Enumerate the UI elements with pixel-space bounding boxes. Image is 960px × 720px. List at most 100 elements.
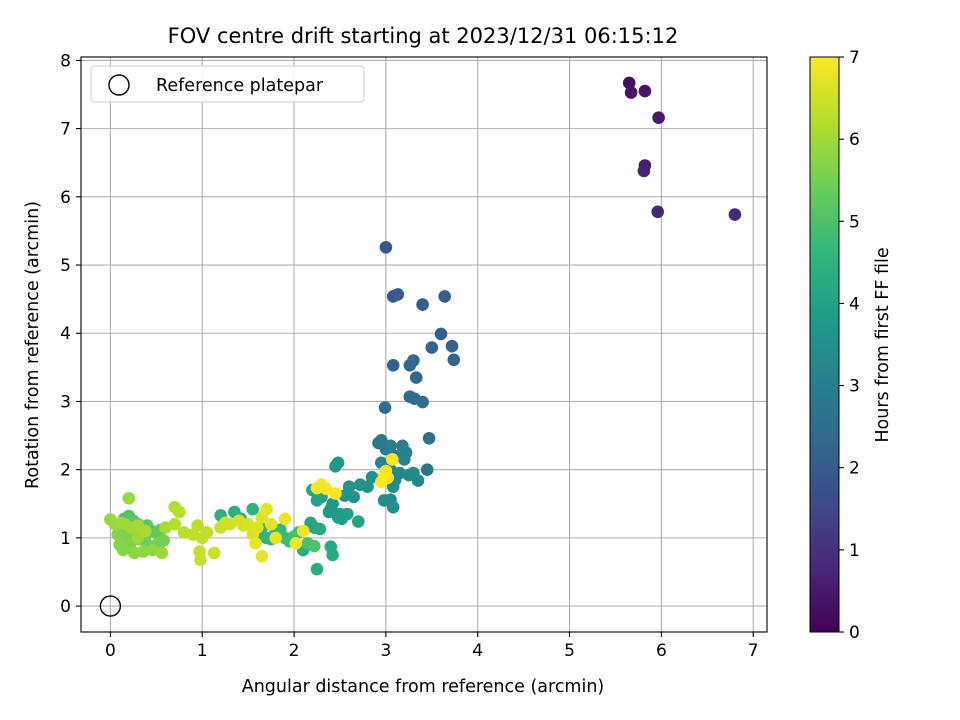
data-point [434, 327, 448, 341]
x-axis-ticks: 0 1 2 3 4 5 6 7 [105, 632, 759, 661]
data-point [637, 164, 651, 178]
data-point [416, 298, 429, 311]
reference-point-marker [99, 595, 122, 617]
data-point [173, 505, 186, 519]
data-point [386, 453, 399, 466]
data-point [420, 463, 434, 477]
data-point [409, 371, 423, 384]
data-point [728, 208, 742, 221]
colorbar-tick-label: 5 [849, 212, 860, 232]
data-point [652, 111, 665, 124]
data-point [378, 401, 392, 414]
data-point [310, 494, 324, 507]
data-point [425, 341, 439, 354]
data-point [386, 500, 400, 514]
data-point [341, 507, 354, 521]
data-point [246, 502, 259, 516]
data-point [207, 546, 221, 560]
legend: Reference platepar [90, 65, 365, 103]
data-point [638, 84, 652, 98]
y-tick-label: 2 [60, 461, 71, 481]
data-point [447, 353, 461, 367]
data-point [264, 517, 278, 531]
x-tick-label: 5 [564, 641, 575, 661]
data-point [326, 548, 339, 562]
reference-layer [99, 595, 122, 617]
colorbar-tick-label: 2 [849, 459, 860, 479]
data-point [313, 522, 327, 536]
data-point [278, 512, 292, 526]
data-point [319, 482, 333, 496]
colorbar-tick-label: 7 [849, 48, 860, 68]
data-point [386, 359, 400, 372]
colorbar-label: Hours from first FF file [873, 247, 893, 442]
colorbar-tick-label: 4 [849, 294, 860, 314]
colorbar-tick-label: 1 [849, 541, 860, 561]
data-point [191, 519, 204, 532]
data-point [416, 395, 429, 409]
colorbar-ticks: 0 1 2 3 4 5 6 7 [839, 48, 860, 643]
x-tick-label: 1 [197, 641, 208, 661]
data-points [104, 76, 742, 576]
data-point [111, 528, 124, 541]
data-point [139, 524, 152, 538]
data-point [308, 539, 321, 553]
x-tick-label: 6 [656, 641, 667, 661]
data-point [250, 521, 264, 534]
data-point [269, 531, 283, 545]
data-point [249, 537, 262, 550]
y-tick-label: 4 [60, 324, 71, 344]
x-tick-label: 0 [105, 641, 116, 661]
x-tick-label: 2 [289, 641, 300, 661]
data-point [260, 502, 273, 516]
colorbar [809, 56, 840, 633]
data-point [391, 288, 405, 301]
data-point [407, 354, 420, 367]
data-point [352, 515, 365, 528]
x-tick-label: 3 [380, 641, 391, 661]
x-tick-label: 7 [748, 641, 759, 661]
y-tick-label: 6 [60, 188, 71, 208]
data-point [168, 517, 181, 531]
legend-label-reference: Reference platepar [156, 76, 324, 96]
data-point [624, 86, 638, 99]
data-point [384, 439, 397, 453]
y-axis-ticks: 0 1 2 3 4 5 6 7 8 [60, 51, 81, 617]
data-point [438, 290, 452, 303]
legend-box [90, 65, 365, 103]
colorbar-tick-label: 0 [849, 623, 860, 643]
data-point [622, 76, 636, 90]
data-point [116, 543, 130, 557]
y-tick-label: 5 [60, 256, 71, 276]
data-point [194, 553, 207, 566]
data-point [651, 205, 664, 219]
plot-frame [80, 56, 768, 633]
data-point [445, 339, 459, 353]
legend-marker-reference [108, 74, 130, 96]
data-point [329, 460, 342, 473]
data-point [379, 241, 393, 254]
data-point [381, 471, 395, 485]
chart-title: FOV centre drift starting at 2023/12/31 … [168, 24, 679, 48]
data-point [353, 478, 367, 492]
y-axis-label: Rotation from reference (arcmin) [23, 201, 43, 489]
data-point [411, 474, 425, 487]
y-tick-label: 8 [60, 51, 71, 71]
data-point [296, 524, 310, 538]
y-tick-label: 0 [60, 597, 71, 617]
data-point [289, 537, 303, 550]
data-point [255, 550, 269, 563]
data-point [122, 492, 136, 505]
x-axis-label: Angular distance from reference (arcmin) [242, 677, 605, 697]
y-tick-label: 7 [60, 120, 71, 140]
colorbar-tick-label: 6 [849, 130, 860, 150]
data-point [155, 546, 169, 560]
y-tick-label: 1 [60, 529, 71, 549]
x-tick-label: 4 [472, 641, 483, 661]
data-point [200, 526, 214, 539]
data-point [398, 453, 411, 466]
data-point [157, 534, 170, 547]
y-tick-label: 3 [60, 392, 71, 412]
